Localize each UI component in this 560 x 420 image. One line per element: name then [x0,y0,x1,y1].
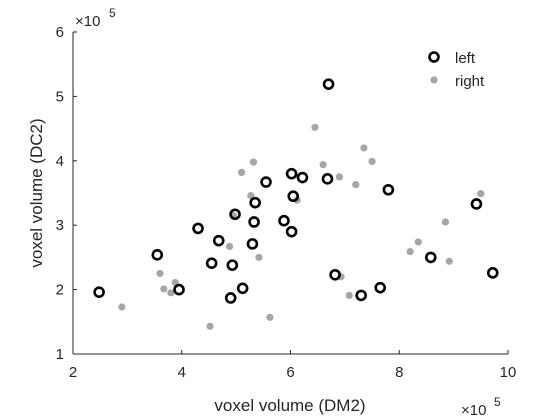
data-point-right [441,218,450,226]
data-point-left [470,198,483,210]
data-point-left [322,78,335,90]
y-tick-label: 6 [56,24,64,41]
x-tick-label: 10 [500,364,517,381]
data-point-left [246,238,259,250]
y-tick-label: 5 [56,88,64,105]
axes-layer [72,32,508,355]
data-point-left [151,249,164,261]
data-point-left [355,289,367,302]
data-point-left [321,173,334,185]
data-point-left [285,167,298,180]
data-point-right [237,168,246,176]
data-point-left [229,208,241,221]
legend-marker-right [430,76,438,84]
y-axis-label: voxel volume (DC2) [27,118,46,267]
legend-marker-left [428,51,440,63]
data-point-right [477,190,485,198]
data-point-left [424,251,437,264]
y-exponent: ×10 5 [75,6,116,30]
data-point-right [118,303,126,311]
data-point-right [335,173,344,181]
data-point-right [368,157,376,166]
data-point-right [160,285,168,293]
data-point-left [278,214,290,227]
data-point-left [260,176,272,188]
data-point-left [248,216,260,228]
data-point-left [236,282,249,295]
y-exponent-power: 5 [109,6,116,20]
y-tick-label: 3 [56,217,64,234]
data-point-left [224,292,237,304]
data-point-right [167,289,175,297]
data-point-right [360,144,368,152]
x-tick-label: 4 [178,364,186,381]
y-tick-label: 1 [56,346,64,363]
data-point-right [247,191,255,200]
data-point-left [173,283,185,296]
data-point-left [382,183,395,196]
y-exponent-label: ×10 [75,13,100,30]
data-point-left [226,259,239,271]
x-exponent: ×10 5 [461,395,501,419]
x-tick-label: 8 [395,364,403,381]
legend-label-left: left [455,50,476,67]
x-exponent-label: ×10 [461,402,486,419]
x-tick-label: 2 [69,364,77,381]
data-point-right [414,238,422,246]
data-point-right [206,322,214,330]
x-exponent-power: 5 [494,395,501,409]
data-point-left [374,281,387,294]
data-point-left [93,286,105,298]
data-point-right [226,242,234,251]
data-point-left [296,171,309,184]
data-point-right [266,313,274,321]
x-axis-label: voxel volume (DM2) [214,396,365,415]
data-point-right [445,257,453,265]
data-point-right [319,161,327,169]
data-point-right [352,181,360,189]
data-point-left [212,234,225,247]
data-point-left [249,196,261,209]
legend-label-right: right [455,73,485,90]
data-point-left [205,257,218,269]
y-tick-label: 2 [56,282,64,299]
data-point-right [255,253,263,261]
points-layer [93,78,499,330]
data-point-right [249,158,258,166]
data-point-right [345,291,353,299]
x-tick-label: 6 [286,364,294,381]
data-point-right [311,123,319,131]
data-point-left [287,190,300,203]
data-point-right [156,269,164,278]
data-point-left [329,268,341,281]
data-point-left [486,267,499,279]
data-point-right [406,248,414,256]
legend: left right [428,50,485,90]
data-point-left [285,225,298,238]
y-tick-label: 4 [56,153,64,170]
data-point-left [192,222,204,235]
